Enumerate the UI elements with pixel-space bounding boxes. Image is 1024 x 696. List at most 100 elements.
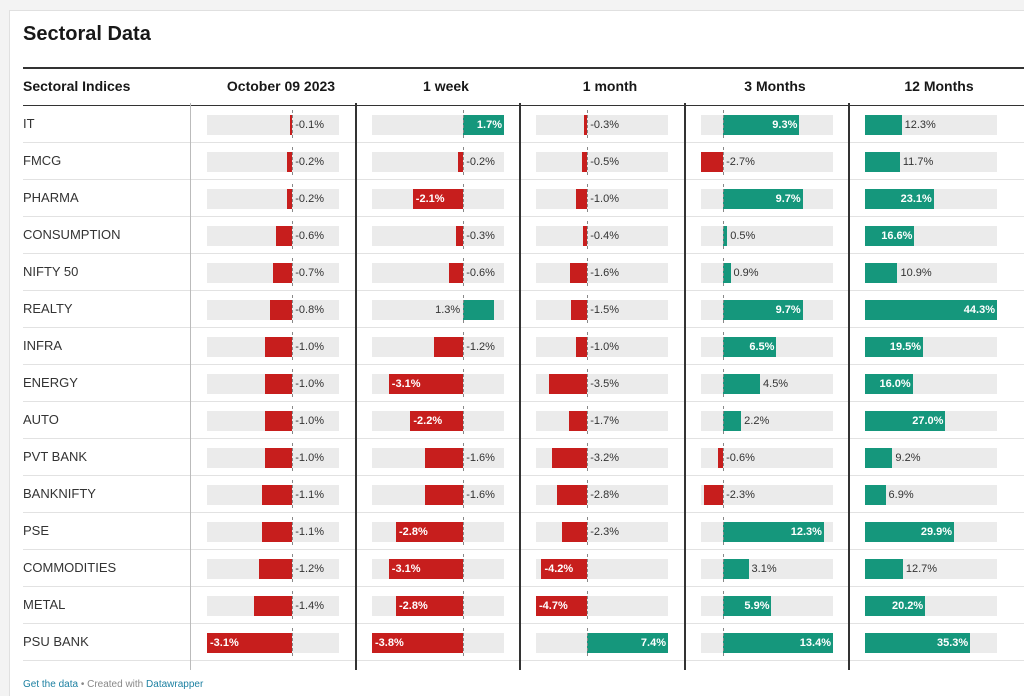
value-label: -2.8% — [590, 489, 620, 501]
bar-track — [372, 152, 504, 172]
zero-line — [587, 184, 589, 212]
bar-cell: 10.9% — [865, 254, 997, 290]
value-label: -1.0% — [590, 193, 620, 205]
table-body: IT -0.1% 1.7% -0.3% 9.3% 12.3% FMCG -0.2% -0.2% -… — [23, 106, 1024, 661]
negative-bar — [207, 633, 293, 653]
positive-bar — [723, 596, 772, 616]
datawrapper-link[interactable]: Datawrapper — [146, 679, 204, 690]
value-label: 3.1% — [751, 563, 777, 575]
row-label: COMMODITIES — [23, 560, 117, 575]
zero-line — [723, 591, 725, 619]
table-row: PHARMA -0.2% -2.1% -1.0% 9.7% 23.1% — [23, 180, 1024, 217]
bar-track — [536, 263, 668, 283]
value-label: 12.3% — [904, 119, 936, 131]
negative-bar — [264, 411, 293, 431]
value-label: -0.3% — [590, 119, 620, 131]
zero-line — [463, 591, 465, 619]
bar-cell: -0.7% — [207, 254, 339, 290]
value-label: -1.6% — [466, 489, 495, 501]
value-label: -0.2% — [295, 156, 324, 168]
value-label: -2.8% — [399, 600, 428, 612]
zero-line — [292, 332, 294, 360]
zero-line — [723, 443, 725, 471]
header-sectoral-indices: Sectoral Indices — [23, 78, 131, 94]
negative-bar — [264, 448, 293, 468]
zero-line — [292, 184, 294, 212]
negative-bar — [412, 189, 464, 209]
positive-bar — [587, 633, 668, 653]
bar-cell: 29.9% — [865, 513, 997, 549]
bar-cell: -0.2% — [207, 180, 339, 216]
value-label: 12.3% — [790, 526, 822, 538]
bar-cell: -1.7% — [536, 402, 668, 438]
value-label: -0.8% — [295, 304, 324, 316]
bar-track — [207, 152, 339, 172]
row-label: PHARMA — [23, 190, 79, 205]
value-label: 29.9% — [920, 526, 953, 538]
zero-line — [463, 517, 465, 545]
row-label: PSU BANK — [23, 634, 89, 649]
zero-line — [723, 221, 725, 249]
bar-cell: -0.6% — [207, 217, 339, 253]
bar-cell: -2.1% — [372, 180, 504, 216]
value-label: 6.9% — [888, 489, 914, 501]
table-row: NIFTY 50 -0.7% -0.6% -1.6% 0.9% 10.9% — [23, 254, 1024, 291]
negative-bar — [536, 596, 588, 616]
bar-cell: 9.2% — [865, 439, 997, 475]
zero-line — [723, 517, 725, 545]
bar-cell: 6.5% — [701, 328, 833, 364]
bar-cell: 20.2% — [865, 587, 997, 623]
positive-bar — [865, 559, 903, 579]
bar-cell: 19.5% — [865, 328, 997, 364]
bar-cell: -4.7% — [536, 587, 668, 623]
zero-line — [292, 221, 294, 249]
zero-line — [723, 110, 725, 138]
negative-bar — [569, 263, 588, 283]
value-label: 13.4% — [799, 637, 831, 649]
value-label: -2.8% — [399, 526, 428, 538]
row-label: INFRA — [23, 338, 62, 353]
bar-cell: -2.8% — [372, 587, 504, 623]
bar-cell: -0.2% — [372, 143, 504, 179]
value-label: -4.2% — [544, 563, 574, 575]
zero-line — [292, 406, 294, 434]
zero-line — [587, 369, 589, 397]
column-divider — [519, 103, 521, 670]
value-label: 1.7% — [476, 119, 502, 131]
value-label: 16.0% — [879, 378, 911, 390]
zero-line — [292, 443, 294, 471]
negative-bar — [576, 189, 588, 209]
bar-track — [536, 300, 668, 320]
table-header: Sectoral Indices October 09 2023 1 week … — [23, 67, 1024, 106]
positive-bar — [723, 226, 728, 246]
bar-cell: -0.2% — [207, 143, 339, 179]
bar-cell: 13.4% — [701, 624, 833, 660]
table-row: COMMODITIES -1.2% -3.1% -4.2% 3.1% 12.7% — [23, 550, 1024, 587]
bar-cell: 44.3% — [865, 291, 997, 327]
zero-line — [463, 110, 465, 138]
value-label: 9.3% — [772, 119, 798, 131]
zero-line — [292, 591, 294, 619]
zero-line — [723, 406, 725, 434]
row-label: CONSUMPTION — [23, 227, 121, 242]
negative-bar — [718, 448, 724, 468]
bar-cell: 12.3% — [865, 106, 997, 142]
negative-bar — [286, 189, 293, 209]
bar-cell: -1.6% — [372, 476, 504, 512]
zero-line — [463, 295, 465, 323]
zero-line — [587, 221, 589, 249]
value-label: 5.9% — [744, 600, 770, 612]
bar-cell: 23.1% — [865, 180, 997, 216]
bar-cell: 12.7% — [865, 550, 997, 586]
value-label: -0.3% — [466, 230, 495, 242]
header-3-months: 3 Months — [744, 78, 806, 94]
table-row: ENERGY -1.0% -3.1% -3.5% 4.5% 16.0% — [23, 365, 1024, 402]
bar-cell: -2.3% — [701, 476, 833, 512]
bar-track — [701, 485, 833, 505]
get-the-data-link[interactable]: Get the data — [23, 679, 79, 690]
bar-cell: 27.0% — [865, 402, 997, 438]
row-label: BANKNIFTY — [23, 486, 96, 501]
bar-cell: -1.6% — [536, 254, 668, 290]
value-label: 4.5% — [763, 378, 789, 390]
zero-line — [292, 517, 294, 545]
